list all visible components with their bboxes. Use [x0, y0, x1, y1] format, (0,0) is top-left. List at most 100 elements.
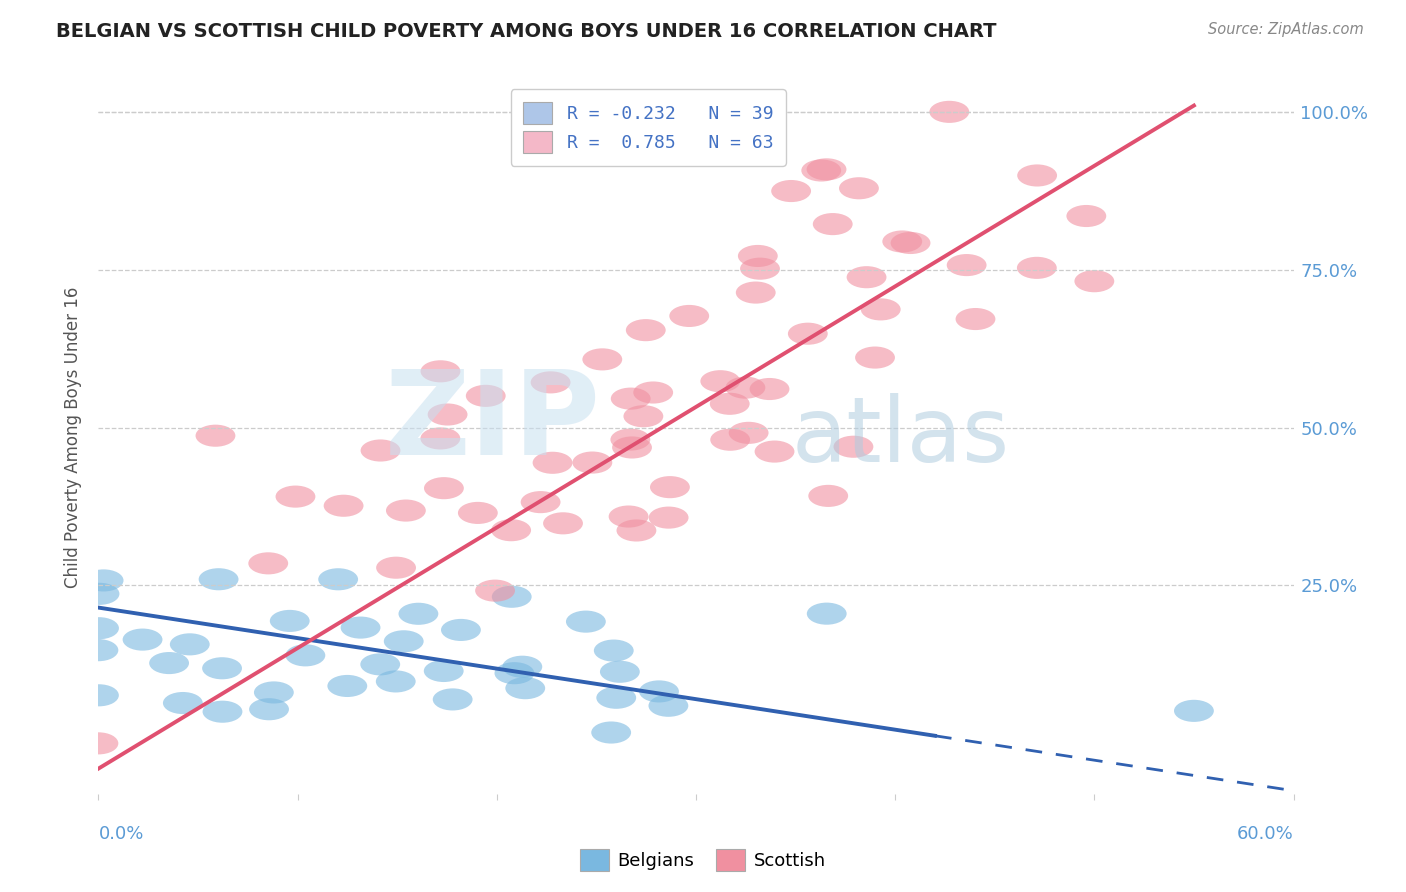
Ellipse shape — [813, 213, 852, 235]
Legend: R = -0.232   N = 39, R =  0.785   N = 63: R = -0.232 N = 39, R = 0.785 N = 63 — [510, 89, 786, 166]
Ellipse shape — [1017, 257, 1057, 279]
Ellipse shape — [740, 258, 780, 280]
Ellipse shape — [285, 644, 325, 666]
Ellipse shape — [423, 660, 464, 682]
Y-axis label: Child Poverty Among Boys Under 16: Child Poverty Among Boys Under 16 — [65, 286, 83, 588]
Ellipse shape — [520, 491, 561, 513]
Ellipse shape — [710, 392, 749, 415]
Ellipse shape — [198, 568, 239, 591]
Ellipse shape — [725, 376, 765, 399]
Ellipse shape — [572, 451, 612, 474]
Ellipse shape — [318, 568, 359, 591]
Ellipse shape — [772, 180, 811, 202]
Ellipse shape — [855, 346, 896, 368]
Ellipse shape — [648, 695, 689, 717]
Ellipse shape — [360, 653, 401, 675]
Ellipse shape — [427, 403, 468, 425]
Ellipse shape — [834, 435, 873, 458]
Ellipse shape — [420, 360, 460, 383]
Ellipse shape — [543, 512, 583, 534]
Ellipse shape — [433, 689, 472, 711]
Ellipse shape — [375, 671, 416, 692]
Ellipse shape — [398, 603, 439, 624]
Ellipse shape — [946, 254, 987, 277]
Ellipse shape — [340, 616, 381, 639]
Ellipse shape — [929, 101, 969, 123]
Ellipse shape — [596, 687, 636, 709]
Ellipse shape — [465, 384, 506, 407]
Ellipse shape — [1074, 270, 1114, 293]
Ellipse shape — [616, 519, 657, 541]
Ellipse shape — [728, 422, 769, 444]
Ellipse shape — [612, 436, 652, 458]
Ellipse shape — [425, 477, 464, 500]
Ellipse shape — [609, 506, 648, 527]
Ellipse shape — [633, 382, 673, 403]
Ellipse shape — [749, 378, 789, 401]
Ellipse shape — [883, 230, 922, 252]
Ellipse shape — [249, 698, 290, 720]
Ellipse shape — [458, 502, 498, 524]
Ellipse shape — [669, 305, 709, 327]
Ellipse shape — [1017, 164, 1057, 186]
Ellipse shape — [610, 428, 650, 450]
Ellipse shape — [648, 507, 689, 529]
Ellipse shape — [600, 661, 640, 682]
Ellipse shape — [623, 405, 664, 427]
Ellipse shape — [807, 603, 846, 624]
Ellipse shape — [610, 387, 651, 409]
Ellipse shape — [79, 640, 118, 661]
Ellipse shape — [860, 298, 901, 320]
Ellipse shape — [328, 675, 367, 697]
Ellipse shape — [149, 652, 188, 674]
Ellipse shape — [323, 495, 364, 516]
Text: Source: ZipAtlas.com: Source: ZipAtlas.com — [1208, 22, 1364, 37]
Ellipse shape — [195, 425, 235, 447]
Ellipse shape — [846, 266, 886, 288]
Ellipse shape — [567, 611, 606, 632]
Ellipse shape — [735, 282, 776, 303]
Text: 60.0%: 60.0% — [1237, 825, 1294, 843]
Ellipse shape — [491, 519, 531, 541]
Ellipse shape — [170, 633, 209, 656]
Ellipse shape — [270, 610, 309, 632]
Ellipse shape — [420, 427, 460, 450]
Ellipse shape — [79, 684, 120, 706]
Ellipse shape — [84, 569, 124, 591]
Ellipse shape — [254, 681, 294, 704]
Ellipse shape — [249, 552, 288, 574]
Ellipse shape — [384, 631, 423, 652]
Ellipse shape — [387, 500, 426, 522]
Ellipse shape — [495, 662, 534, 684]
Ellipse shape — [163, 692, 202, 714]
Ellipse shape — [533, 451, 572, 474]
Ellipse shape — [593, 640, 634, 662]
Ellipse shape — [360, 440, 401, 461]
Text: BELGIAN VS SCOTTISH CHILD POVERTY AMONG BOYS UNDER 16 CORRELATION CHART: BELGIAN VS SCOTTISH CHILD POVERTY AMONG … — [56, 22, 997, 41]
Ellipse shape — [626, 319, 665, 342]
Ellipse shape — [122, 629, 163, 650]
Ellipse shape — [582, 349, 623, 370]
Text: atlas: atlas — [792, 393, 1010, 481]
Ellipse shape — [1174, 700, 1213, 722]
Ellipse shape — [807, 158, 846, 180]
Ellipse shape — [79, 617, 120, 640]
Ellipse shape — [202, 700, 242, 723]
Ellipse shape — [640, 681, 679, 703]
Ellipse shape — [787, 323, 828, 344]
Ellipse shape — [755, 441, 794, 463]
Ellipse shape — [808, 485, 848, 507]
Ellipse shape — [1066, 205, 1107, 227]
Ellipse shape — [202, 657, 242, 680]
Ellipse shape — [502, 656, 543, 678]
Ellipse shape — [377, 557, 416, 579]
Text: 0.0%: 0.0% — [98, 825, 143, 843]
Ellipse shape — [839, 178, 879, 199]
Ellipse shape — [79, 732, 118, 755]
Ellipse shape — [700, 370, 740, 392]
Ellipse shape — [475, 580, 515, 602]
Ellipse shape — [890, 232, 931, 254]
Legend: Belgians, Scottish: Belgians, Scottish — [572, 842, 834, 879]
Ellipse shape — [710, 429, 749, 450]
Ellipse shape — [492, 586, 531, 607]
